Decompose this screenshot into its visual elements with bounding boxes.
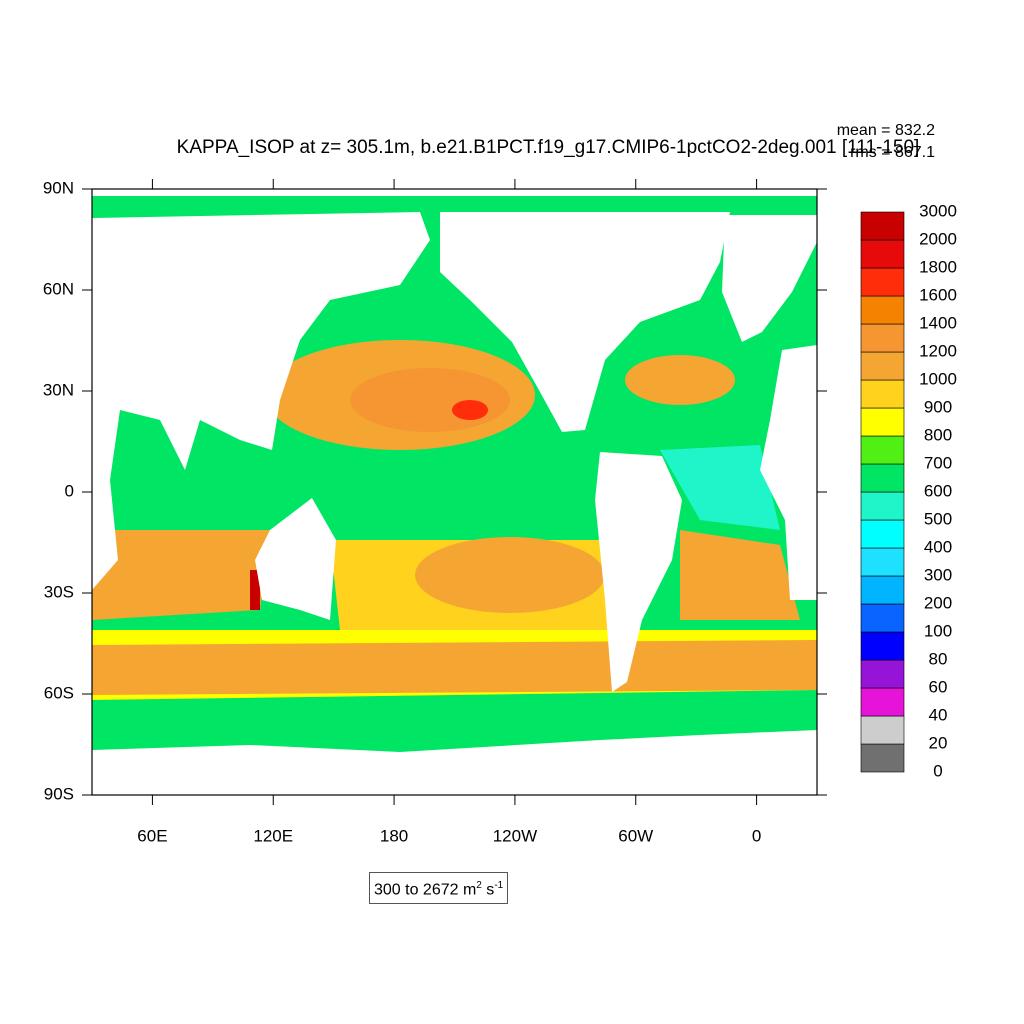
y-tick-label: 90N [43,178,74,197]
colorbar-label: 80 [929,649,948,668]
contour-region [92,530,270,620]
contour-region [660,445,780,530]
land [92,189,817,795]
colorbar-label: 1400 [919,313,957,332]
y-tick-label: 0 [65,481,74,500]
colorbar-label: 40 [929,705,948,724]
colorbar-box [860,603,905,633]
title: KAPPA_ISOP at z= 305.1m, b.e21.B1PCT.f19… [177,137,920,158]
colorbar-box [860,295,905,325]
colorbar-label: 300 [924,565,952,584]
colorbar-box [860,239,905,269]
colorbar-label: 500 [924,509,952,528]
colorbar-label: 60 [929,677,948,696]
colorbar-label: 900 [924,397,952,416]
y-tick-label: 60N [43,279,74,298]
y-tick-label: 90S [44,784,74,803]
colorbar-box [860,659,905,689]
range-label: 300 to 2672 m2 s-1 [369,872,509,905]
contour-region [92,640,817,695]
colorbar-box [860,435,905,465]
colorbar-label: 20 [929,733,948,752]
x-tick-label: 0 [752,826,761,845]
contour-region [625,355,735,405]
colorbar-box [860,351,905,381]
y-tick-label: 60S [44,683,74,702]
y-tick-label: 30N [43,380,74,399]
y-tick-label: 30S [44,582,74,601]
colorbar-box [860,519,905,549]
x-tick-label: 180 [380,826,408,845]
colorbar-box [860,267,905,297]
range-sup: -1 [494,880,504,891]
colorbar-label: 1200 [919,341,957,360]
colorbar-box [860,743,905,773]
colorbar-box [860,687,905,717]
colorbar-box [860,631,905,661]
colorbar-box [860,575,905,605]
contour-region [415,537,605,613]
colorbar-box [860,379,905,409]
colorbar-label: 0 [933,761,942,780]
colorbar-label: 2000 [919,229,957,248]
colorbar-label: 1800 [919,257,957,276]
colorbar-box [860,463,905,493]
colorbar-label: 3000 [919,201,957,220]
colorbar-label: 400 [924,537,952,556]
colorbar-label: 600 [924,481,952,500]
range-text: s [481,881,495,899]
colorbar: 0 20 40 60 80 100 200 300 400 500 600 700 800 900 1000… [860,201,957,780]
colorbar-label: 700 [924,453,952,472]
rms-annotation: rms = 867.1 [850,144,935,161]
contour-region [92,695,817,720]
contour-region [452,400,488,420]
colorbar-label: 200 [924,593,952,612]
contour-region [680,530,800,620]
colorbar-label: 100 [924,621,952,640]
x-tick-label: 60W [618,826,653,845]
colorbar-label: 1600 [919,285,957,304]
colorbar-box [860,323,905,353]
range-text: 300 to 2672 m [374,881,477,899]
colorbar-label: 1000 [919,369,957,388]
mean-annotation: mean = 832.2 [837,122,935,139]
x-tick-label: 60E [137,826,167,845]
colorbar-box [860,715,905,745]
x-tick-label: 120W [493,826,537,845]
colorbar-box [860,211,905,241]
x-tick-label: 120E [253,826,293,845]
contour-region [250,570,260,610]
colorbar-label: 800 [924,425,952,444]
range-sup: 2 [476,880,482,891]
contour-region [350,368,510,432]
colorbar-box [860,407,905,437]
colorbar-box [860,547,905,577]
colorbar-box [860,491,905,521]
